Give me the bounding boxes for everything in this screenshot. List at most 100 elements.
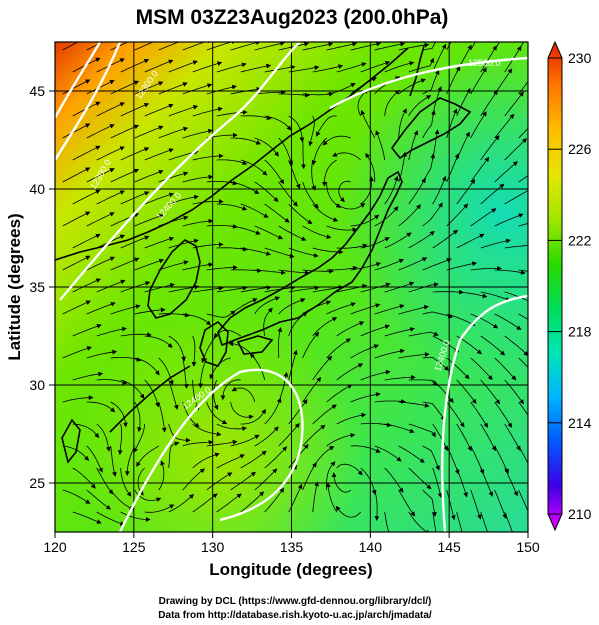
coastline-shikoku [236,335,274,355]
streamline [206,401,228,424]
streamline [72,423,100,439]
streamline [432,175,447,205]
streamline [110,257,140,271]
streamline [470,445,485,475]
streamline [311,159,317,191]
streamline [182,357,189,389]
streamline [62,255,91,271]
streamline [302,462,317,491]
streamline [182,174,214,183]
streamline [326,302,356,315]
streamline [321,159,337,187]
streamline [120,467,132,497]
streamline [350,445,381,453]
streamline [408,230,435,249]
coastlines [55,45,472,464]
streamline [336,283,368,293]
streamline [201,335,217,364]
streamline [158,401,167,433]
streamline [264,159,285,185]
streamline [374,304,405,315]
streamline [384,467,404,493]
streamline [480,183,505,205]
coastline-taiwan [61,418,81,464]
streamline [72,189,101,205]
streamline [518,80,528,95]
streamline [446,261,478,271]
streamline [158,260,189,271]
colorbar-tick-label: 230 [568,50,592,66]
streamline [360,467,377,495]
streamline [134,42,154,51]
streamline [206,472,233,491]
streamline [398,304,429,315]
streamline [316,115,337,137]
coastline-asia-mainland [55,47,409,261]
streamline [446,489,456,521]
streamline [326,265,358,271]
streamline [182,262,214,271]
streamline [288,285,320,293]
streamline [326,83,356,95]
streamline [494,357,517,381]
streamline [398,401,430,408]
streamline [254,269,286,275]
streamline [120,58,150,73]
streamline [120,147,150,161]
streamline [230,401,254,420]
streamline [144,59,174,73]
streamline [182,218,214,227]
streamline [216,454,245,469]
streamline [96,467,114,495]
streamline [240,285,272,293]
streamline [504,138,528,161]
streamline [254,137,279,157]
streamline [326,182,341,208]
streamline [230,225,261,235]
streamline [216,285,248,293]
colorbar-tick-label: 210 [568,506,592,522]
streamline [158,460,165,491]
streamline [480,335,506,356]
streamline [456,233,485,249]
streamline [254,296,281,315]
streamline [350,344,379,359]
streamline [518,401,528,416]
streamline [72,371,104,381]
streamline [168,238,199,249]
streamline [398,78,426,95]
streamline [192,285,224,293]
streamline [264,115,292,131]
streamline [206,439,238,447]
streamline [398,445,425,463]
streamline [216,109,248,117]
streamline [230,87,262,95]
streamline [206,84,237,95]
streamline [446,42,452,51]
streamline [360,369,391,381]
streamline [374,42,406,51]
streamline [288,247,319,258]
streamline [518,489,528,519]
streamline [504,245,528,249]
streamline [158,171,189,183]
streamline [422,356,450,371]
streamline [206,265,238,271]
streamline [470,401,489,428]
streamline [518,357,528,368]
colorbar-tick-label: 214 [568,415,592,431]
streamline [134,258,165,271]
streamline [182,128,213,139]
streamline [96,190,125,205]
colorbar-bar [547,40,563,532]
streamline [398,489,416,517]
streamline [213,379,219,410]
streamline [480,379,501,405]
streamline [480,467,494,497]
streamline [288,399,308,425]
contour-12300-west [55,42,122,161]
x-tick-label: 130 [201,539,225,555]
streamline [374,206,399,227]
streamline [240,115,272,121]
streamline [326,432,356,447]
